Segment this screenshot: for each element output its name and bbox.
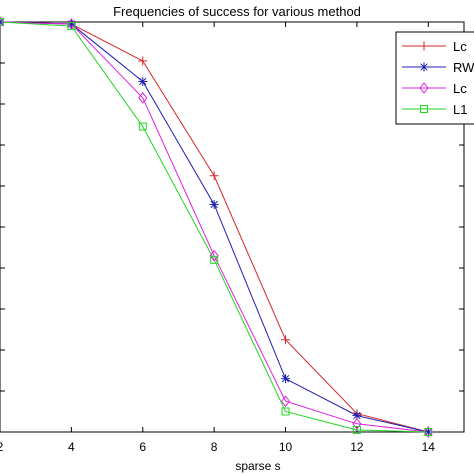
data-point: [210, 255, 219, 264]
legend-marker: [420, 105, 428, 113]
data-point: [281, 335, 291, 345]
plot-area: [0, 21, 465, 433]
data-point: [0, 18, 4, 26]
data-point: [209, 199, 219, 209]
series-markers: [0, 16, 433, 438]
data-point: [138, 122, 147, 131]
x-axis-label: sparse s: [235, 459, 280, 473]
legend-marker: [419, 82, 429, 94]
legend-marker: [419, 41, 429, 51]
x-tick-label: 2: [0, 440, 4, 454]
x-tick-label: 8: [211, 440, 218, 454]
data-point: [281, 374, 291, 384]
data-point: [138, 92, 148, 104]
legend: Lc RW Lc L1: [395, 31, 474, 125]
data-point: [209, 171, 219, 181]
data-point: [423, 426, 433, 438]
x-tick-label: 14: [422, 440, 436, 454]
data-point: [281, 407, 290, 416]
data-point: [352, 411, 362, 421]
data-point: [0, 16, 5, 28]
legend-label: Lc: [453, 81, 467, 96]
x-tick-label: 10: [279, 440, 293, 454]
x-tick-label: 6: [139, 440, 146, 454]
data-point: [67, 22, 76, 31]
data-point: [138, 76, 148, 86]
legend-marker: [419, 62, 429, 72]
data-point: [352, 417, 362, 430]
legend-label: L1: [453, 102, 467, 117]
data-point: [424, 428, 433, 436]
chart-title: Frequencies of success for various metho…: [113, 4, 361, 19]
data-point: [209, 249, 219, 262]
x-tick-label: 4: [68, 440, 75, 454]
x-tick-label: 12: [350, 440, 364, 454]
data-point: [280, 395, 291, 408]
legend-label: Lc: [453, 39, 467, 54]
data-point: [138, 56, 148, 66]
legend-label: RW: [453, 60, 474, 75]
data-point: [352, 425, 361, 434]
